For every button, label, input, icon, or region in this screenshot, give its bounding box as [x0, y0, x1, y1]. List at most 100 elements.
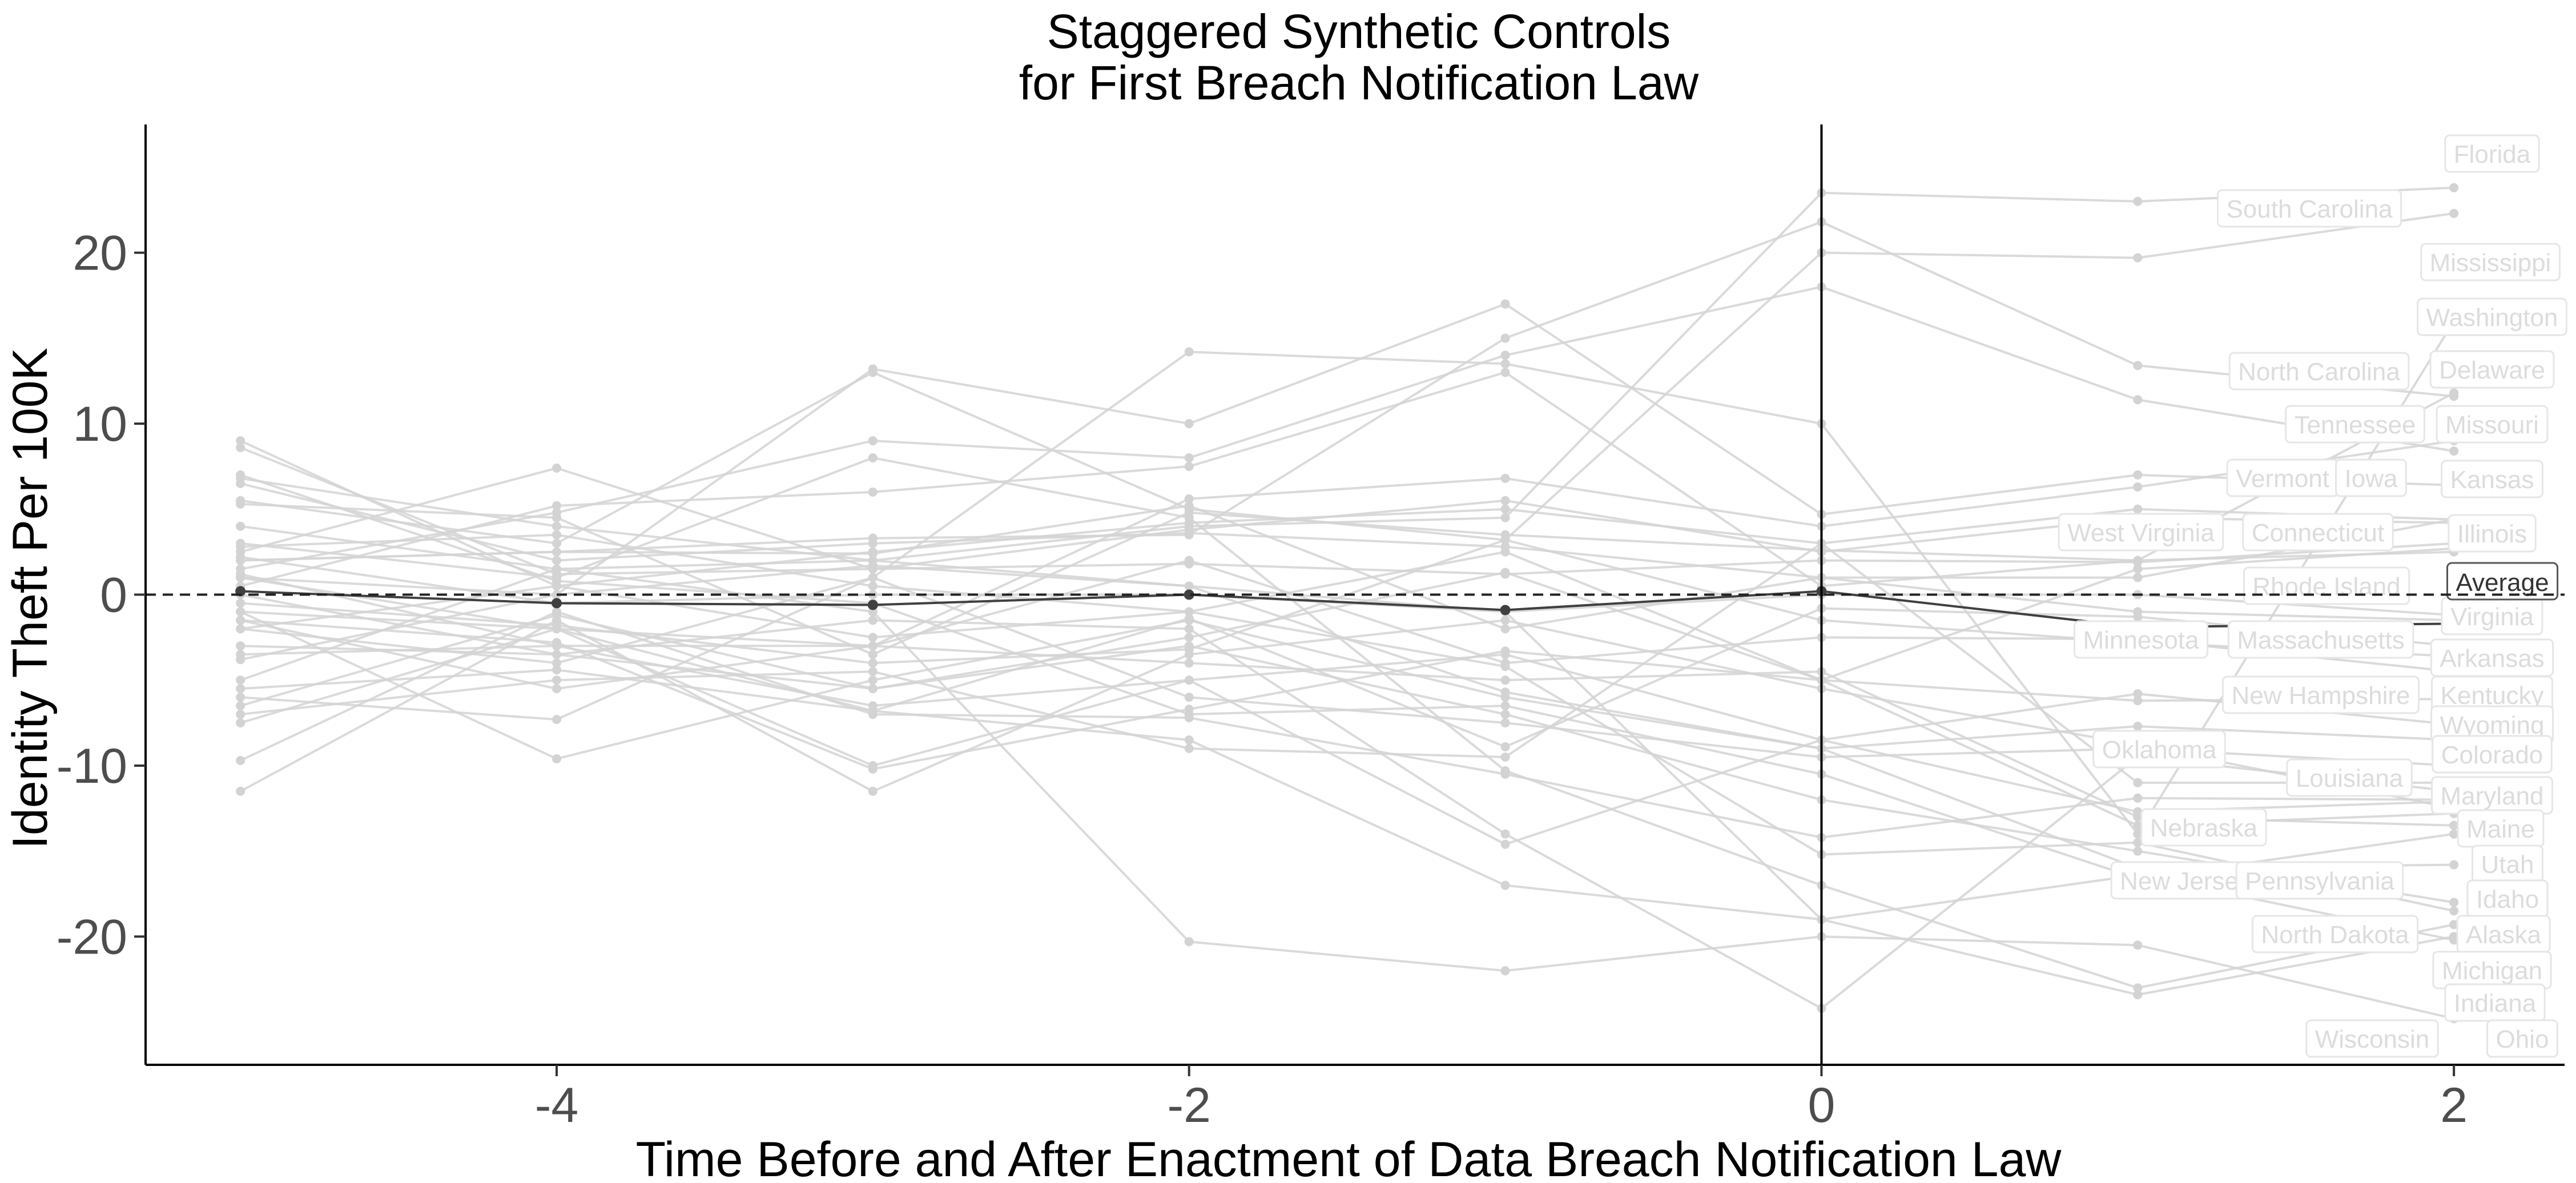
series-line-north-carolina	[240, 285, 2454, 570]
series-point-west-virginia	[552, 530, 562, 540]
series-point-ohio	[552, 624, 562, 634]
series-point-maine	[1500, 675, 1510, 685]
series-point-maryland	[236, 755, 245, 765]
series-point-average	[1500, 605, 1511, 615]
state-label-text: Alaska	[2466, 921, 2542, 949]
series-point-wisconsin	[1184, 624, 1194, 634]
series-point-virginia	[552, 547, 562, 557]
series-line-ohio	[240, 610, 2454, 846]
state-label-delaware: Delaware	[2429, 350, 2555, 389]
state-label-box	[2305, 1019, 2439, 1058]
series-point-minnesota	[1500, 742, 1510, 752]
state-label-text: Missouri	[2445, 411, 2539, 439]
state-label-wyoming: Wyoming	[2430, 705, 2554, 744]
series-point-connecticut	[552, 513, 562, 522]
series-point-new-jersey	[1500, 701, 1510, 711]
series-line-delaware	[240, 371, 2455, 588]
state-label-alaska: Alaska	[2456, 915, 2551, 953]
state-label-idaho: Idaho	[2466, 879, 2549, 918]
series-line-connecticut	[240, 502, 2454, 656]
series-point-utah	[1184, 581, 1194, 591]
state-label-text: Indiana	[2454, 989, 2537, 1017]
series-point-colorado	[868, 573, 878, 582]
state-label-minnesota: Minnesota	[2074, 620, 2208, 659]
state-label-pennsylvania: Pennsylvania	[2235, 861, 2404, 900]
series-point-vermont	[236, 436, 245, 445]
series-point-idaho	[868, 633, 878, 642]
series-line-illinois	[240, 466, 2454, 576]
series-point-colorado	[236, 693, 245, 702]
state-label-illinois: Illinois	[2448, 514, 2537, 553]
state-label-box	[2432, 735, 2553, 774]
series-point-virginia	[1500, 624, 1510, 634]
state-label-text: Delaware	[2439, 356, 2545, 384]
series-point-washington	[2133, 361, 2143, 371]
x-tick-label: -4	[535, 1078, 578, 1133]
state-label-text: Michigan	[2442, 957, 2542, 985]
state-label-box	[2448, 514, 2537, 553]
x-tick-label: 0	[1808, 1078, 1836, 1133]
state-label-washington: Washington	[2417, 297, 2567, 336]
state-label-indiana: Indiana	[2444, 983, 2546, 1022]
series-north-carolina	[236, 282, 2459, 574]
state-label-text: Massachusetts	[2237, 626, 2404, 654]
state-label-west-virginia: West Virginia	[2058, 513, 2224, 552]
series-point-wisconsin	[868, 615, 878, 625]
series-point-south-carolina	[2449, 208, 2459, 218]
series-point-wyoming	[1184, 615, 1194, 625]
series-line-new-jersey	[240, 474, 2454, 880]
series-point-florida	[2133, 196, 2143, 206]
series-point-ohio	[1184, 675, 1194, 685]
series-pennsylvania	[236, 610, 2459, 907]
series-point-mississippi	[1500, 359, 1510, 369]
series-line-washington	[240, 220, 2454, 562]
state-label-box	[2092, 730, 2226, 768]
series-point-louisiana	[1184, 744, 1194, 754]
series-point-wyoming	[2133, 722, 2143, 731]
state-label-text: Utah	[2481, 851, 2534, 879]
series-point-arkansas	[236, 598, 245, 608]
state-label-massachusetts: Massachusetts	[2227, 620, 2414, 659]
series-point-tennessee	[1500, 299, 1510, 309]
series-point-connecticut	[868, 650, 878, 659]
series-point-north-dakota	[2133, 983, 2143, 993]
series-line-alaska	[240, 627, 2454, 941]
state-label-text: Louisiana	[2296, 764, 2404, 792]
series-point-massachusetts	[1184, 556, 1194, 565]
series-point-delaware	[1184, 461, 1194, 471]
state-label-box	[2251, 915, 2419, 953]
state-label-text: New Hampshire	[2232, 682, 2410, 710]
state-label-north-carolina: North Carolina	[2228, 352, 2410, 391]
state-label-text: Maryland	[2441, 782, 2544, 810]
series-point-illinois	[2133, 557, 2143, 567]
plot-area: Florida South Carolina Mississippi Washingt…	[235, 134, 2567, 1058]
series-point-illinois	[552, 463, 562, 473]
series-line-kentucky	[240, 573, 2454, 742]
series-michigan	[236, 552, 2459, 1000]
series-point-utah	[1500, 687, 1510, 697]
series-point-ohio	[236, 607, 245, 617]
series-line-south-carolina	[240, 212, 2454, 545]
series-point-indiana	[1184, 937, 1194, 947]
series-point-ohio	[1500, 839, 1510, 849]
state-label-box	[2286, 758, 2413, 797]
series-point-mississippi	[2133, 829, 2143, 839]
series-point-alaska	[868, 706, 878, 716]
series-point-new-hampshire	[1500, 568, 1510, 577]
series-point-nebraska	[1500, 646, 1510, 656]
state-label-text: Florida	[2454, 140, 2531, 168]
series-delaware	[236, 368, 2459, 591]
series-point-connecticut	[236, 499, 245, 509]
average-label-box	[2446, 562, 2559, 601]
series-point-oklahoma	[1500, 615, 1510, 625]
series-point-colorado	[1184, 693, 1194, 702]
series-point-maine	[868, 641, 878, 651]
series-point-idaho	[236, 624, 245, 634]
series-point-louisiana	[1500, 752, 1510, 762]
state-label-utah: Utah	[2472, 844, 2543, 883]
series-point-louisiana	[2133, 778, 2143, 787]
series-point-mississippi	[1184, 347, 1194, 357]
series-point-michigan	[236, 552, 245, 562]
state-label-box	[2235, 861, 2404, 900]
